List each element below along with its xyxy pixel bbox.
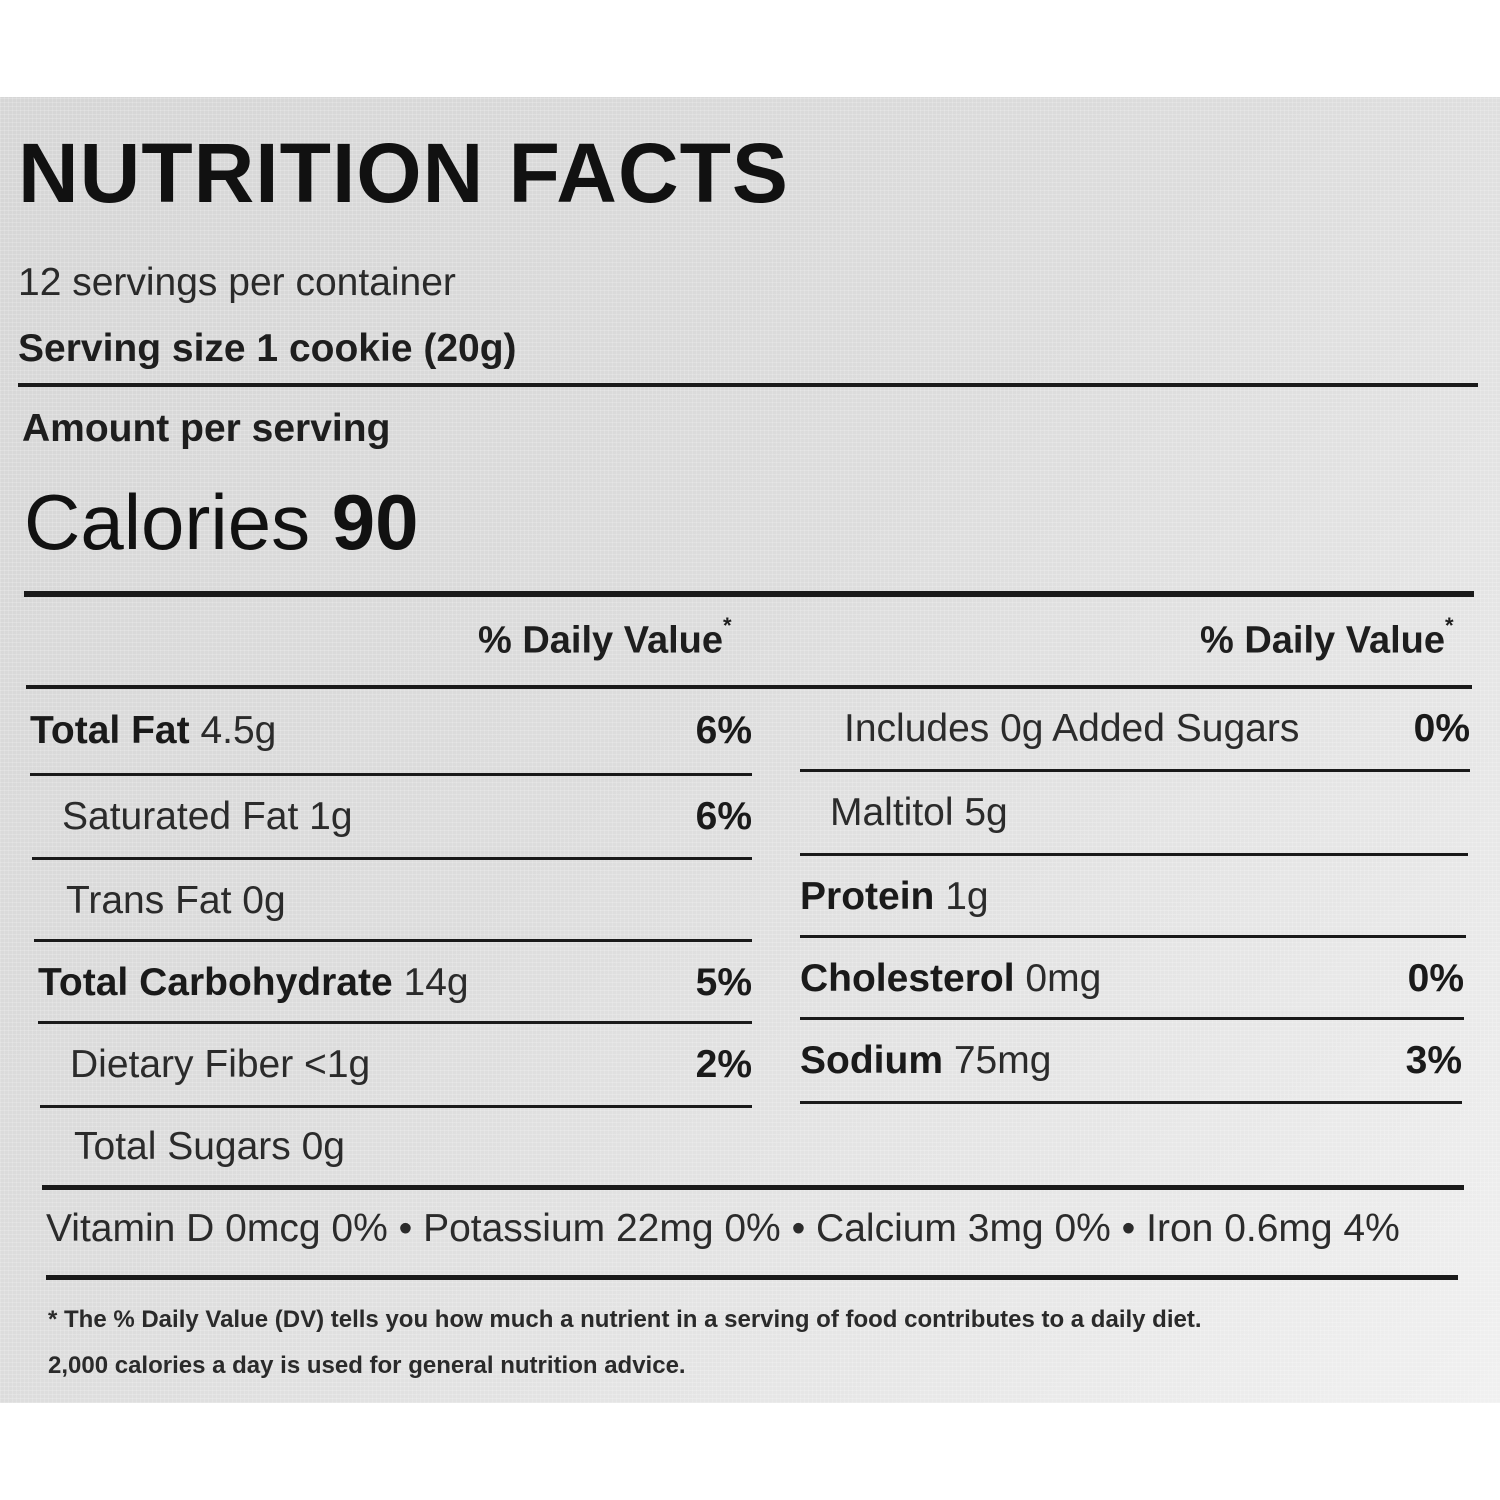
nutrient-row-maltitol: Maltitol 5g [830, 771, 1466, 855]
daily-value-header-text: % Daily Value [478, 619, 724, 662]
serving-size: Serving size 1 cookie (20g) [18, 327, 517, 370]
nutrient-row-saturated-fat: Saturated Fat 1g 6% [62, 775, 752, 859]
nutrient-row-added-sugars: Includes 0g Added Sugars 0% [844, 687, 1470, 771]
daily-value-header-left: % Daily Value* [478, 613, 732, 663]
divider [800, 853, 1468, 856]
nutrient-row-total-sugars: Total Sugars 0g [74, 1105, 752, 1189]
amount-per-serving: Amount per serving [22, 407, 391, 450]
divider [800, 1017, 1464, 1020]
nutrient-dv: 6% [695, 709, 752, 752]
calories-label: Calories [24, 478, 311, 566]
divider [32, 857, 752, 860]
nutrient-dv: 5% [695, 961, 752, 1004]
nutrient-name: Total Fat 4.5g [30, 709, 277, 752]
nutrient-name: Cholesterol 0mg [800, 957, 1102, 1000]
nutrient-name: Protein 1g [800, 875, 989, 918]
servings-per-container: 12 servings per container [18, 261, 456, 304]
nutrient-row-total-carbohydrate: Total Carbohydrate 14g 5% [38, 941, 752, 1025]
divider [800, 1101, 1462, 1104]
label-title: NUTRITION FACTS [18, 126, 789, 220]
divider-thick [42, 1185, 1464, 1190]
divider [40, 1105, 752, 1108]
nutrient-name: Sodium 75mg [800, 1039, 1052, 1082]
nutrient-row-cholesterol: Cholesterol 0mg 0% [800, 937, 1464, 1021]
nutrient-name: Total Carbohydrate 14g [38, 961, 469, 1004]
nutrient-name: Total Sugars 0g [74, 1125, 346, 1168]
nutrition-label: NUTRITION FACTS 12 servings per containe… [0, 97, 1500, 1403]
daily-value-header-text: % Daily Value [1200, 619, 1446, 662]
divider [34, 939, 752, 942]
calories-line: Calories 90 [24, 477, 419, 568]
footnote-line: * The % Daily Value (DV) tells you how m… [48, 1306, 1202, 1333]
nutrient-row-sodium: Sodium 75mg 3% [800, 1019, 1462, 1103]
nutrient-name: Saturated Fat 1g [62, 795, 353, 838]
divider [800, 935, 1466, 938]
asterisk: * [1445, 613, 1454, 638]
footnote: * The % Daily Value (DV) tells you how m… [48, 1297, 1202, 1389]
divider [30, 773, 752, 776]
nutrient-dv: 0% [1407, 957, 1464, 1000]
nutrient-name: Trans Fat 0g [66, 879, 286, 922]
nutrient-name: Maltitol 5g [830, 791, 1008, 834]
calories-value: 90 [331, 478, 419, 566]
asterisk: * [723, 613, 732, 638]
nutrient-name: Dietary Fiber <1g [70, 1043, 371, 1086]
divider-thick [46, 1275, 1458, 1280]
divider [38, 1021, 752, 1024]
nutrient-row-protein: Protein 1g [800, 855, 1466, 939]
nutrient-row-trans-fat: Trans Fat 0g [66, 859, 752, 943]
nutrient-name: Includes 0g Added Sugars [844, 707, 1300, 750]
daily-value-header-right: % Daily Value* [1200, 613, 1454, 663]
divider [800, 769, 1470, 772]
divider [26, 685, 1472, 689]
divider-thick [24, 591, 1474, 597]
nutrient-dv: 0% [1413, 707, 1470, 750]
nutrient-row-dietary-fiber: Dietary Fiber <1g 2% [70, 1023, 752, 1107]
nutrient-dv: 6% [695, 795, 752, 838]
vitamins-minerals: Vitamin D 0mcg 0% • Potassium 22mg 0% • … [46, 1207, 1400, 1250]
divider [18, 383, 1478, 387]
footnote-line: 2,000 calories a day is used for general… [48, 1352, 686, 1379]
nutrient-dv: 2% [695, 1043, 752, 1086]
nutrient-row-total-fat: Total Fat 4.5g 6% [30, 689, 752, 773]
nutrient-dv: 3% [1405, 1039, 1462, 1082]
